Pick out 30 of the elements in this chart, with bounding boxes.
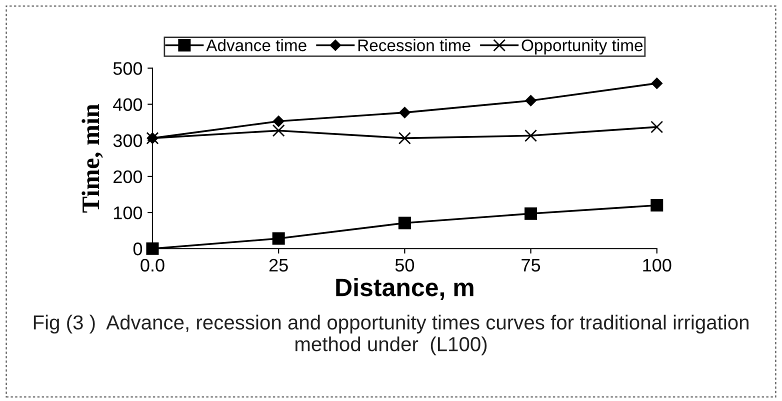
y-tick-label: 500 [113, 62, 142, 75]
x-tick-label: 75 [522, 259, 540, 272]
point [651, 78, 662, 89]
x-tick-label: 100 [643, 258, 672, 272]
point [398, 216, 411, 230]
y-tick-label: 400 [113, 98, 142, 111]
point [525, 95, 536, 106]
point [399, 106, 410, 118]
legend-label: Recession time [358, 39, 470, 52]
x-tick-label: 50 [395, 258, 414, 272]
y-axis-title: Time, min [82, 104, 103, 213]
legend-label: Advance time [206, 39, 306, 52]
point [650, 120, 664, 134]
y-tick-label: 200 [114, 170, 142, 184]
x-tick-label: 0.0 [140, 258, 164, 272]
point [272, 232, 285, 245]
point [524, 129, 538, 142]
y-tick-label: 100 [114, 206, 142, 220]
legend-label: Opportunity time [522, 39, 643, 55]
y-tick-label: 300 [113, 134, 142, 148]
point [524, 207, 538, 220]
point [146, 242, 159, 255]
x-axis-title: Distance, m [336, 278, 474, 300]
x-tick-label: 25 [269, 258, 288, 272]
text: Fig (3 ) Advance, recession and opportunity times curves for traditional irrigation method under (L100) [34, 314, 748, 356]
point [272, 124, 285, 137]
y-tick-label: 0 [133, 242, 142, 256]
point [272, 116, 284, 127]
point [398, 132, 411, 144]
point [650, 199, 664, 212]
